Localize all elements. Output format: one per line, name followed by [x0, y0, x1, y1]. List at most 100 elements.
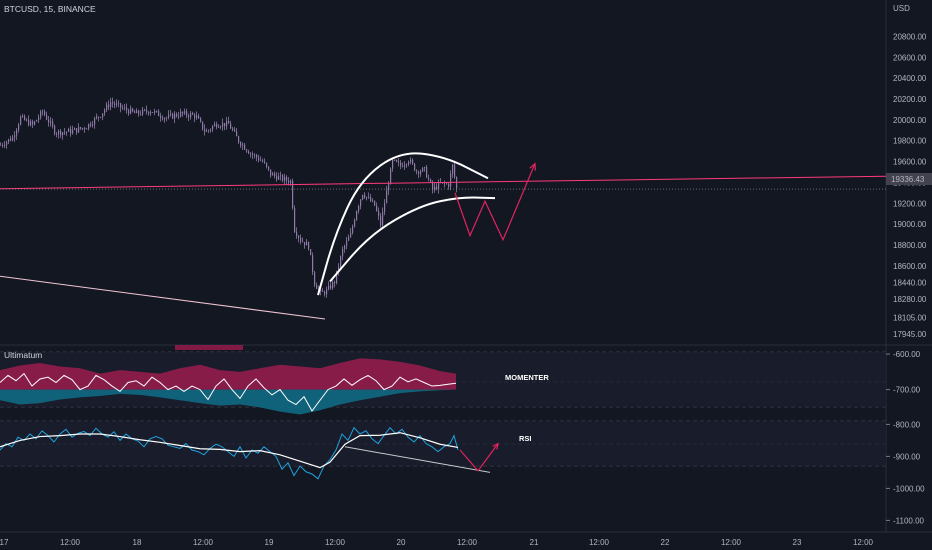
candle-body — [338, 267, 340, 271]
candle-body — [16, 130, 18, 136]
candle-body — [326, 289, 328, 295]
momentum-tick-label: -700.00 — [893, 386, 921, 395]
current-price-tag — [886, 173, 932, 185]
candle-body — [98, 116, 100, 118]
candle-body — [234, 129, 236, 132]
candle-body — [56, 133, 58, 135]
candle-body — [220, 126, 222, 128]
price-pane[interactable] — [0, 97, 887, 320]
candle-body — [364, 194, 366, 198]
momentum-tick-label: -600.00 — [893, 350, 921, 359]
price-tick-label: 19800.00 — [893, 137, 927, 146]
time-tick-label: 12:00 — [589, 538, 610, 547]
candle-body — [180, 111, 182, 117]
candle-body — [272, 173, 274, 176]
candle-body — [446, 183, 448, 185]
time-axis[interactable]: 17 12:00 18 12:00 19 12:00 20 12:00 21 12:00 22 12:… — [0, 538, 874, 547]
candle-body — [276, 175, 278, 180]
candle-body — [294, 207, 296, 232]
candle-body — [134, 111, 136, 114]
candle-body — [4, 145, 6, 146]
candle-body — [168, 114, 170, 118]
candle-body — [340, 256, 342, 268]
momentum-pane[interactable] — [0, 358, 457, 415]
candle-body — [374, 200, 376, 206]
candle-body — [6, 141, 8, 146]
candle-body — [118, 103, 120, 105]
candle-body — [54, 126, 56, 134]
time-tick-label: 12:00 — [457, 538, 478, 547]
candle-body — [86, 128, 88, 130]
candle-body — [400, 162, 402, 166]
candle-body — [70, 129, 72, 134]
candle-body — [286, 176, 288, 181]
candle-body — [36, 119, 38, 122]
pink-horizontal-line[interactable] — [0, 175, 887, 190]
candle-body — [328, 285, 330, 290]
momentum-top-marker — [175, 345, 243, 350]
candle-body — [88, 123, 90, 129]
candle-body — [248, 151, 250, 154]
candle-body — [394, 159, 396, 161]
candle-body — [190, 113, 192, 118]
candle-body — [146, 109, 148, 112]
candle-body — [18, 124, 20, 131]
upper-arc-drawing[interactable] — [317, 152, 489, 296]
candle-body — [384, 203, 386, 212]
candle-body — [436, 186, 438, 190]
candle-body — [298, 235, 300, 238]
candle-body — [350, 232, 352, 238]
candle-body — [208, 130, 210, 131]
candle-body — [140, 113, 142, 115]
candle-body — [120, 103, 122, 108]
rsi-tick-label: -800.00 — [893, 420, 921, 429]
candle-body — [438, 182, 440, 190]
time-tick-label: 19 — [265, 538, 274, 547]
lower-arc-drawing[interactable] — [329, 196, 496, 283]
candle-body — [96, 116, 98, 119]
candle-body — [24, 115, 26, 120]
candle-body — [426, 166, 428, 178]
rsi-projection-path[interactable] — [459, 443, 499, 472]
candle-body — [290, 180, 292, 183]
price-projection-path[interactable] — [454, 163, 536, 242]
candle-body — [102, 113, 104, 118]
price-tick-label: 20400.00 — [893, 74, 927, 83]
candle-body — [262, 160, 264, 162]
candle-body — [346, 240, 348, 246]
candle-body — [170, 113, 172, 115]
candle-body — [26, 119, 28, 121]
candle-body — [330, 285, 332, 289]
candle-body — [284, 176, 286, 181]
time-tick-label: 23 — [793, 538, 802, 547]
candle-body — [312, 255, 314, 273]
candle-body — [376, 205, 378, 211]
candle-body — [450, 173, 452, 187]
candle-body — [360, 199, 362, 207]
momentum-line[interactable] — [0, 372, 457, 412]
price-tick-label: 20800.00 — [893, 32, 927, 41]
candle-body — [156, 110, 158, 112]
candle-body — [144, 109, 146, 111]
candle-body — [210, 129, 212, 131]
candle-body — [124, 107, 126, 109]
candle-body — [80, 127, 82, 129]
candle-body — [344, 245, 346, 249]
candle-body — [22, 115, 24, 117]
candle-body — [126, 107, 128, 111]
indicator-title[interactable]: Ultimatum — [4, 350, 42, 360]
lower-trendline[interactable] — [0, 275, 326, 320]
price-axis[interactable]: 20800.00 20600.00 20400.00 20200.00 20000.00… — [886, 32, 927, 525]
rsi-tick-label: -1000.00 — [893, 484, 925, 493]
candle-body — [92, 124, 94, 126]
time-tick-label: 17 — [0, 538, 9, 547]
rsi-trendline[interactable] — [344, 446, 491, 473]
candle-body — [288, 180, 290, 183]
rsi-pane[interactable] — [0, 426, 499, 480]
candle-body — [232, 128, 234, 130]
price-tick-label: 19200.00 — [893, 199, 927, 208]
candle-body — [372, 200, 374, 202]
rsi-slow-line[interactable] — [0, 432, 459, 469]
